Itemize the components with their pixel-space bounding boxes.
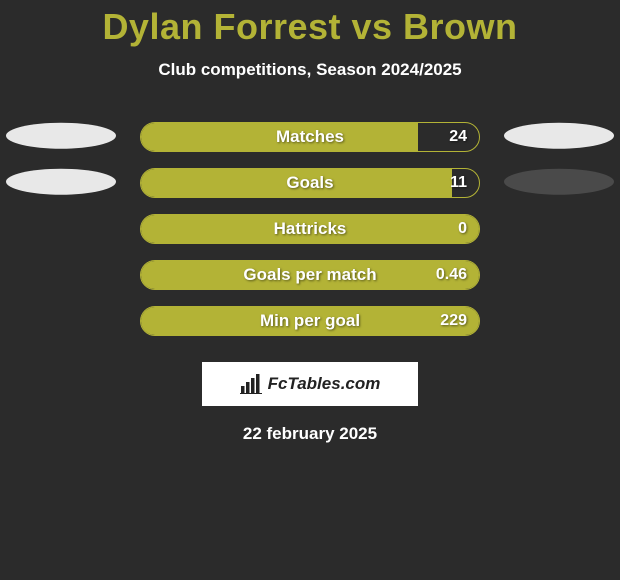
stat-bar: Hattricks 0 — [140, 214, 480, 244]
stat-value: 0 — [458, 220, 467, 238]
stat-row: Goals 11 — [0, 160, 620, 206]
comparison-card: Dylan Forrest vs Brown Club competitions… — [0, 0, 620, 444]
stat-label: Hattricks — [141, 219, 479, 239]
right-marker-ellipse — [504, 123, 614, 149]
stat-value: 0.46 — [436, 266, 467, 284]
stat-label: Goals — [141, 173, 479, 193]
stat-label: Min per goal — [141, 311, 479, 331]
right-marker-ellipse — [504, 169, 614, 195]
brand-box[interactable]: FcTables.com — [202, 362, 418, 406]
stats-list: Matches 24 Goals 11 Hattricks 0 — [0, 114, 620, 344]
stat-bar: Goals per match 0.46 — [140, 260, 480, 290]
stat-label: Goals per match — [141, 265, 479, 285]
stat-row: Hattricks 0 — [0, 206, 620, 252]
stat-value: 11 — [450, 174, 467, 192]
stat-value: 229 — [440, 312, 467, 330]
stat-bar: Matches 24 — [140, 122, 480, 152]
brand-label: FcTables.com — [268, 374, 381, 394]
stat-bar: Min per goal 229 — [140, 306, 480, 336]
stat-label: Matches — [141, 127, 479, 147]
bar-chart-icon — [240, 374, 262, 394]
left-marker-ellipse — [6, 169, 116, 195]
stat-row: Min per goal 229 — [0, 298, 620, 344]
stat-row: Goals per match 0.46 — [0, 252, 620, 298]
stat-row: Matches 24 — [0, 114, 620, 160]
stat-bar: Goals 11 — [140, 168, 480, 198]
subtitle: Club competitions, Season 2024/2025 — [0, 60, 620, 80]
left-marker-ellipse — [6, 123, 116, 149]
date-label: 22 february 2025 — [0, 424, 620, 444]
stat-value: 24 — [449, 128, 467, 146]
page-title: Dylan Forrest vs Brown — [0, 6, 620, 48]
